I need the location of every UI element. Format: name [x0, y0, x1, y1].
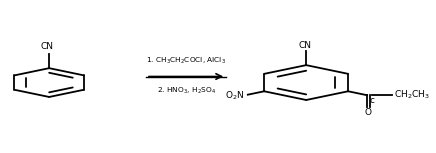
Text: 2. HNO$_3$, H$_2$SO$_4$: 2. HNO$_3$, H$_2$SO$_4$: [157, 86, 216, 96]
Text: c: c: [369, 96, 374, 105]
Text: 1. CH$_3$CH$_2$COCl, AlCl$_3$: 1. CH$_3$CH$_2$COCl, AlCl$_3$: [146, 56, 226, 66]
Text: O: O: [364, 108, 371, 117]
Text: CN: CN: [298, 41, 311, 50]
Text: CH$_2$CH$_3$: CH$_2$CH$_3$: [394, 89, 430, 101]
Text: O$_2$N: O$_2$N: [225, 89, 245, 102]
Text: CN: CN: [41, 43, 54, 51]
